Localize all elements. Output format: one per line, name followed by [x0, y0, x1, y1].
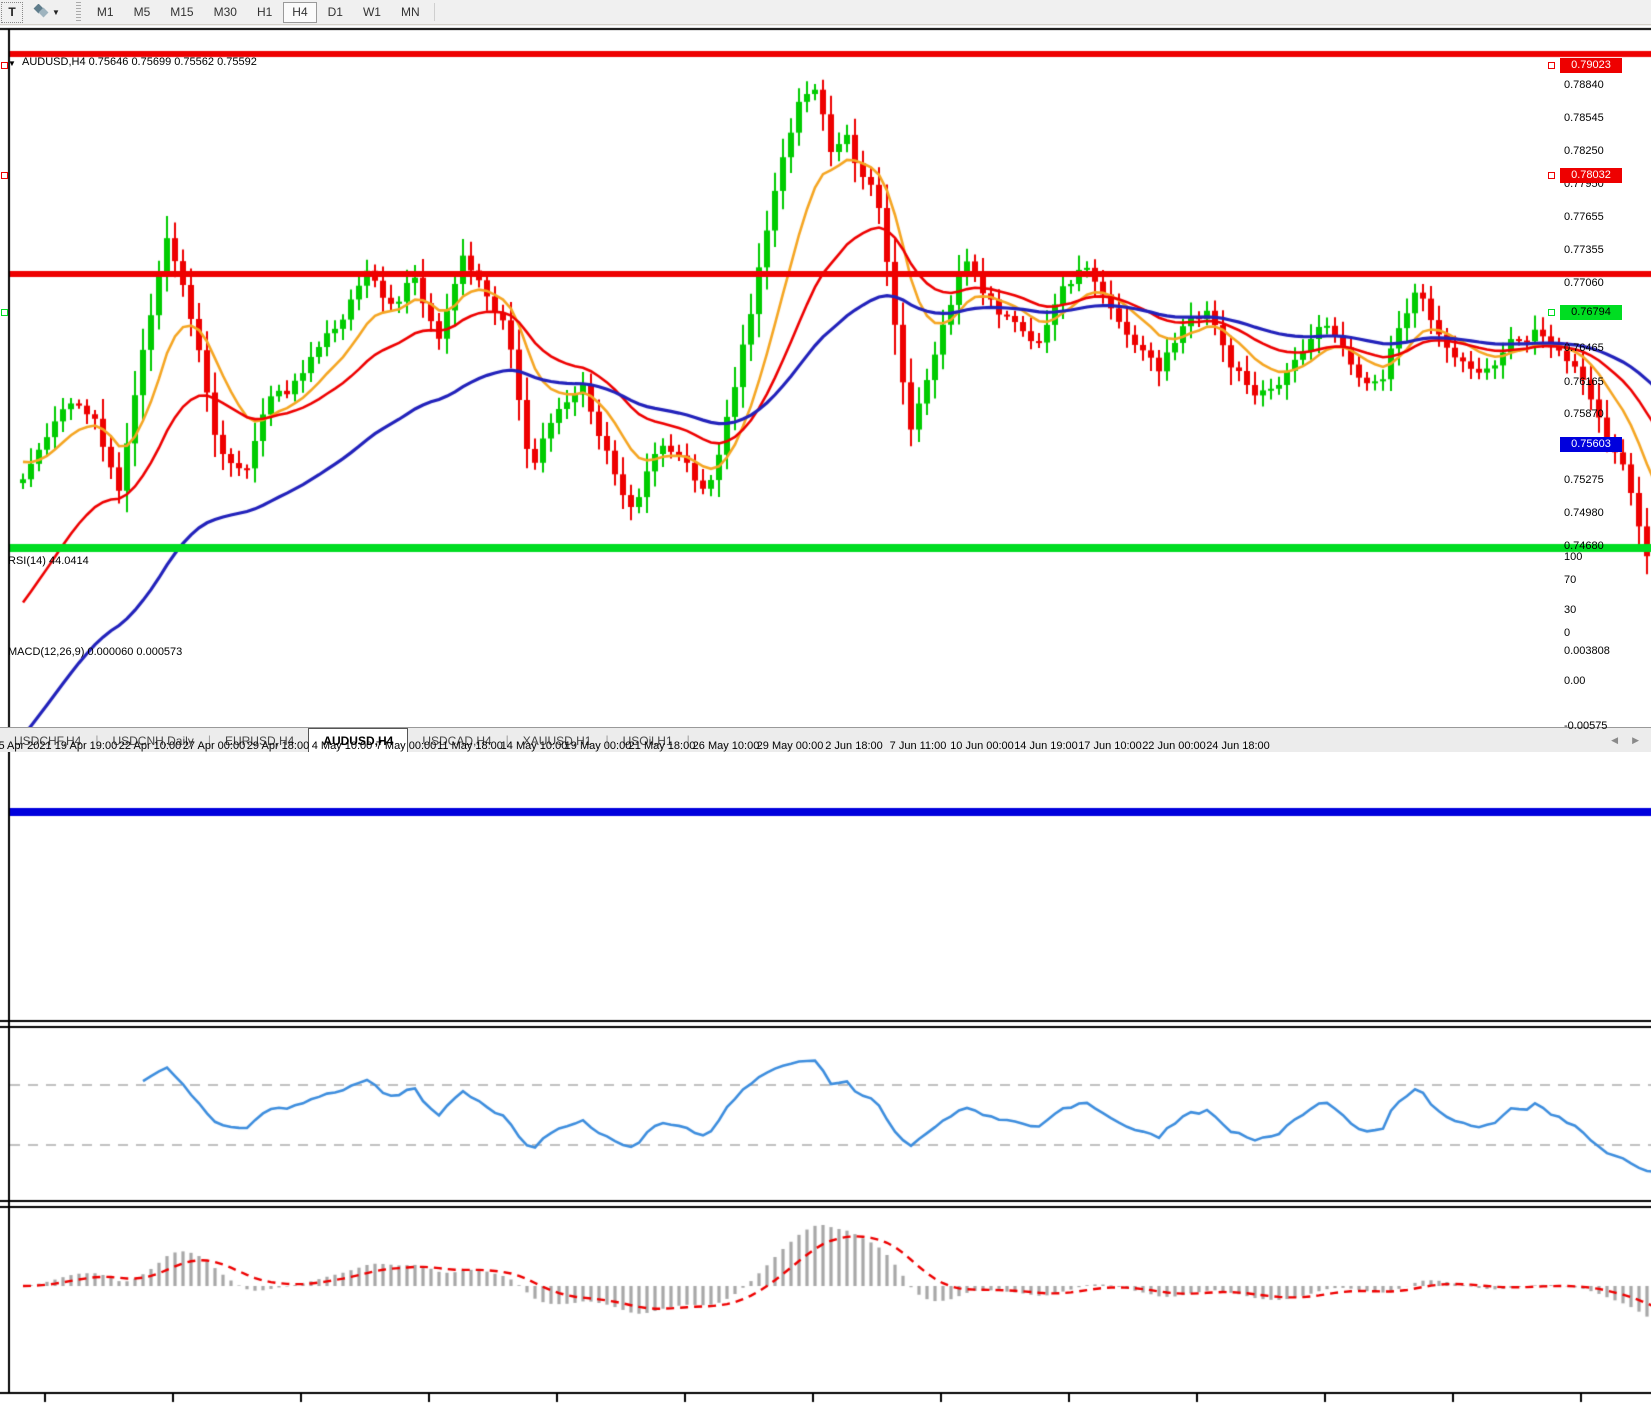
- chevron-down-icon: ▼: [52, 7, 60, 17]
- time-axis-label: 22 Apr 10:00: [118, 740, 182, 752]
- price-level-label: 0.78032: [1560, 168, 1622, 183]
- price-level-label: 0.75603: [1560, 437, 1622, 452]
- level-drag-handle[interactable]: [1548, 309, 1555, 316]
- time-axis-label: 14 May 10:00: [500, 740, 568, 752]
- time-axis-label: 15 Apr 2021: [0, 740, 52, 752]
- level-drag-handle[interactable]: [1548, 172, 1555, 179]
- time-axis-label: 21 May 18:00: [628, 740, 696, 752]
- tab-separator: |: [605, 733, 609, 747]
- timeframe-m15[interactable]: M15: [170, 5, 194, 19]
- time-axis-label: 17 Jun 10:00: [1078, 740, 1142, 752]
- text-tool-button[interactable]: T: [1, 1, 23, 23]
- level-drag-handle[interactable]: [1, 309, 8, 316]
- time-axis-label: 24 Jun 18:00: [1206, 740, 1270, 752]
- timeframe-h1[interactable]: H1: [256, 5, 273, 19]
- rsi-tick-label: 30: [1564, 604, 1577, 616]
- rsi-tick-label: 0: [1564, 627, 1571, 639]
- price-tick-label: 0.78840: [1564, 79, 1604, 91]
- price-tick-label: 0.74980: [1564, 507, 1604, 519]
- toolbar-separator: [433, 3, 435, 21]
- time-axis-label: 29 May 00:00: [756, 740, 824, 752]
- timeframe-d1[interactable]: D1: [327, 5, 343, 19]
- charts-tab-bar: USDCHF,H4 | USDCNH,Daily | EURUSD,H4 AUD…: [0, 727, 1651, 752]
- price-tick-label: 0.78545: [1564, 112, 1604, 124]
- tab-eurusd-h4[interactable]: EURUSD,H4: [224, 734, 295, 748]
- price-tick-label: 0.74680: [1564, 540, 1604, 552]
- price-tick-label: 0.78250: [1564, 145, 1604, 157]
- timeframe-h4[interactable]: H4: [283, 1, 317, 23]
- timeframe-m30[interactable]: M30: [213, 5, 237, 19]
- time-axis-label: 4 May 10:00: [311, 740, 373, 752]
- time-axis-label: 2 Jun 18:00: [825, 740, 883, 752]
- toolbar-grip[interactable]: [75, 2, 81, 22]
- level-drag-handle[interactable]: [1548, 62, 1555, 69]
- time-axis-label: 22 Jun 00:00: [1142, 740, 1206, 752]
- tab-xauusd-h1[interactable]: XAUUSD,H1: [522, 734, 592, 748]
- tab-separator: |: [207, 733, 211, 747]
- tab-usdcad-h4[interactable]: USDCAD,H4: [422, 734, 492, 748]
- rsi-tick-label: 100: [1564, 551, 1583, 563]
- time-axis-label: 29 Apr 18:00: [246, 740, 310, 752]
- arrow-shapes-icon: [32, 3, 49, 21]
- price-level-label: 0.76794: [1560, 305, 1622, 320]
- time-axis-label: 26 May 10:00: [692, 740, 760, 752]
- tab-usoil-h1[interactable]: USOil,H1: [622, 734, 673, 748]
- time-axis-label: 19 May 00:00: [564, 740, 632, 752]
- time-axis-label: 11 May 18:00: [437, 740, 503, 752]
- macd-indicator-label: MACD(12,26,9) 0.000060 0.000573: [8, 646, 183, 658]
- chart-region: ▼ AUDUSD,H4 0.75646 0.75699 0.75562 0.75…: [0, 26, 1651, 1426]
- price-tick-label: 0.75275: [1564, 474, 1604, 486]
- price-tick-label: 0.75870: [1564, 408, 1604, 420]
- price-level-label: 0.79023: [1560, 58, 1622, 73]
- time-axis-label: 7 Jun 11:00: [889, 740, 947, 752]
- timeframe-m5[interactable]: M5: [133, 5, 151, 19]
- tabs-scroll-left-icon[interactable]: ◀: [1611, 734, 1619, 745]
- timeframe-m1[interactable]: M1: [96, 5, 114, 19]
- time-axis-label: 19 Apr 19:00: [54, 740, 118, 752]
- level-drag-handle[interactable]: [1, 172, 8, 179]
- timeframe-mn[interactable]: MN: [400, 5, 420, 19]
- tab-separator: |: [686, 733, 690, 747]
- macd-tick-label: -0.00575: [1564, 720, 1608, 732]
- tabs-scroll-right-icon[interactable]: ▶: [1632, 734, 1639, 745]
- time-axis-label: 14 Jun 19:00: [1014, 740, 1078, 752]
- tab-usdchf-h4[interactable]: USDCHF,H4: [14, 734, 82, 748]
- rsi-tick-label: 70: [1564, 574, 1577, 586]
- price-tick-label: 0.77060: [1564, 277, 1604, 289]
- price-tick-label: 0.76165: [1564, 376, 1604, 388]
- timeframe-w1[interactable]: W1: [362, 5, 381, 19]
- rsi-indicator-label: RSI(14) 44.0414: [8, 555, 89, 567]
- price-tick-label: 0.77655: [1564, 211, 1604, 223]
- time-axis-label: 7 May 00:00: [375, 740, 437, 752]
- chart-title: AUDUSD,H4 0.75646 0.75699 0.75562 0.7559…: [22, 56, 257, 68]
- time-axis-label: 27 Apr 00:00: [182, 740, 246, 752]
- time-axis-label: 10 Jun 00:00: [950, 740, 1014, 752]
- tab-separator: |: [95, 733, 99, 747]
- price-tick-label: 0.77355: [1564, 244, 1604, 256]
- tab-separator: |: [505, 733, 509, 747]
- macd-tick-label: 0.00: [1564, 675, 1586, 687]
- tab-usdcnh-daily[interactable]: USDCNH,Daily: [112, 734, 194, 748]
- symbol-dropdown-icon[interactable]: ▼: [8, 59, 16, 68]
- level-drag-handle[interactable]: [1, 62, 8, 69]
- macd-tick-label: 0.003808: [1564, 645, 1610, 657]
- tab-audusd-h4[interactable]: AUDUSD,H4: [308, 728, 409, 752]
- top-toolbar: T ▼ M1 M5 M15 M30 H1 H4 D1 W1 MN: [0, 0, 1651, 25]
- drawing-tool-button[interactable]: ▼: [25, 2, 67, 23]
- price-tick-label: 0.76465: [1564, 342, 1604, 354]
